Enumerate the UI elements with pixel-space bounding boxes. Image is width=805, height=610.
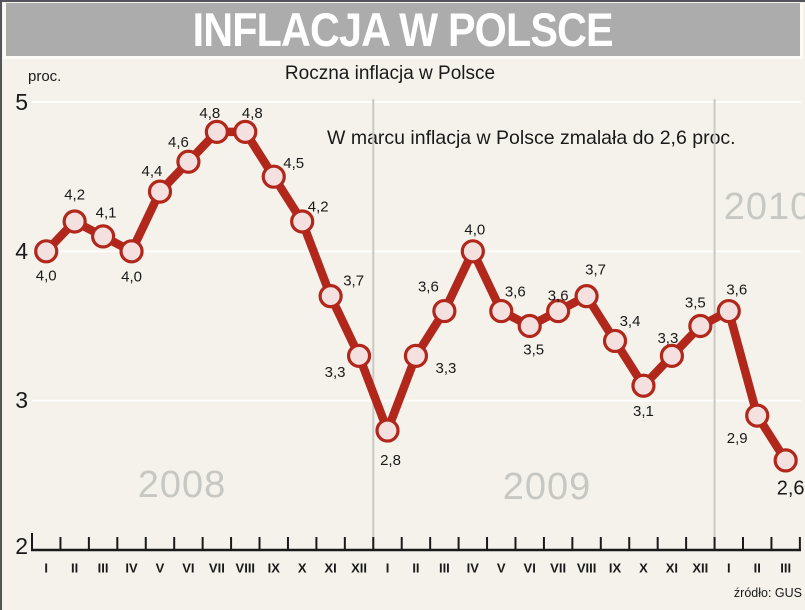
y-tick-label-3: 3 [15,387,28,413]
chart-annotation: W marcu inflacja w Polsce zmalała do 2,6… [327,127,736,149]
month-label: VI [524,561,536,576]
data-point [176,149,201,174]
month-label: II [754,561,761,576]
page-title: INFLACJA W POLSCE [192,3,614,56]
month-label: VIII [236,561,256,576]
y-tick-label-5: 5 [15,89,28,115]
data-label: 4,6 [168,134,189,151]
year-label-2010: 2010 [723,186,805,228]
data-label: 3,4 [620,313,641,330]
month-label: XII [692,561,708,576]
data-point [346,343,372,368]
data-label: 3,6 [548,287,569,304]
data-point [773,448,798,473]
month-label: II [71,561,78,576]
data-point [403,343,429,368]
month-label: I [386,561,390,576]
data-label: 4,5 [283,155,304,172]
month-label: IX [268,561,281,576]
y-tick-label-2: 2 [15,533,28,559]
y-axis-unit-label: proc. [28,68,62,85]
data-label: 3,5 [685,294,706,311]
data-point [34,239,59,264]
data-label: 4,0 [121,269,142,286]
data-point [517,313,542,339]
data-point [62,209,87,234]
data-label: 3,1 [633,403,654,420]
month-label: VII [550,561,566,576]
month-label: VI [182,561,194,576]
y-tick-label-4: 4 [15,238,28,264]
data-point [204,119,229,144]
data-point [659,343,685,368]
data-point [688,313,713,339]
data-point [489,298,514,324]
month-label: VII [209,561,225,576]
month-label: III [780,561,791,576]
data-label: 3,7 [343,272,364,289]
month-label: I [44,561,48,576]
month-label: X [639,561,648,576]
month-label: I [727,561,731,576]
data-point [631,373,656,398]
data-point [375,418,400,443]
month-label: XI [666,561,678,576]
data-label: 3,3 [325,364,346,381]
month-label: IX [609,561,622,576]
month-label: XII [351,561,367,576]
data-label: 3,3 [657,330,678,347]
data-label: 4,8 [199,105,220,122]
data-label: 4,0 [36,268,57,285]
data-point [290,209,315,234]
data-label: 3,5 [523,341,544,358]
data-label: 3,7 [585,261,606,278]
data-label: 4,2 [64,187,85,204]
month-label: V [497,561,506,576]
data-label: 3,3 [436,360,457,377]
month-label: III [98,561,109,576]
data-point [261,164,286,189]
source-credit: źródło: GUS [733,586,802,600]
month-label: X [298,561,307,576]
month-label: VIII [577,561,597,576]
data-label: 2,9 [727,430,748,447]
data-point [574,284,599,309]
year-label-2009: 2009 [502,466,592,508]
data-point [716,298,741,324]
data-point [147,179,173,204]
data-point [432,298,457,324]
data-point [602,328,628,354]
data-label: 3,6 [418,278,439,295]
data-point [90,224,116,249]
title-bar: INFLACJA W POLSCE [3,3,803,59]
month-label: II [412,561,419,576]
data-label: 2,8 [380,452,401,469]
data-point [745,403,770,428]
data-point [546,298,571,324]
data-point [318,284,343,309]
month-label: IV [467,561,480,576]
data-label: 4,0 [464,222,485,239]
chart-subtitle: Roczna inflacja w Polsce [284,63,496,84]
month-label: IV [125,561,138,576]
data-label: 3,6 [505,283,526,300]
month-label: V [156,561,165,576]
data-label: 4,8 [242,105,263,122]
data-label: 4,2 [308,199,329,216]
data-point [233,119,258,144]
year-label-2008: 2008 [137,464,227,506]
month-label: III [439,561,450,576]
data-point [119,239,144,264]
data-label: 4,1 [96,205,117,222]
data-point [460,239,485,264]
data-label-latest: 2,6 [777,477,805,499]
data-label: 3,6 [726,281,747,298]
data-label: 4,4 [142,163,163,180]
month-label: XI [324,561,336,576]
